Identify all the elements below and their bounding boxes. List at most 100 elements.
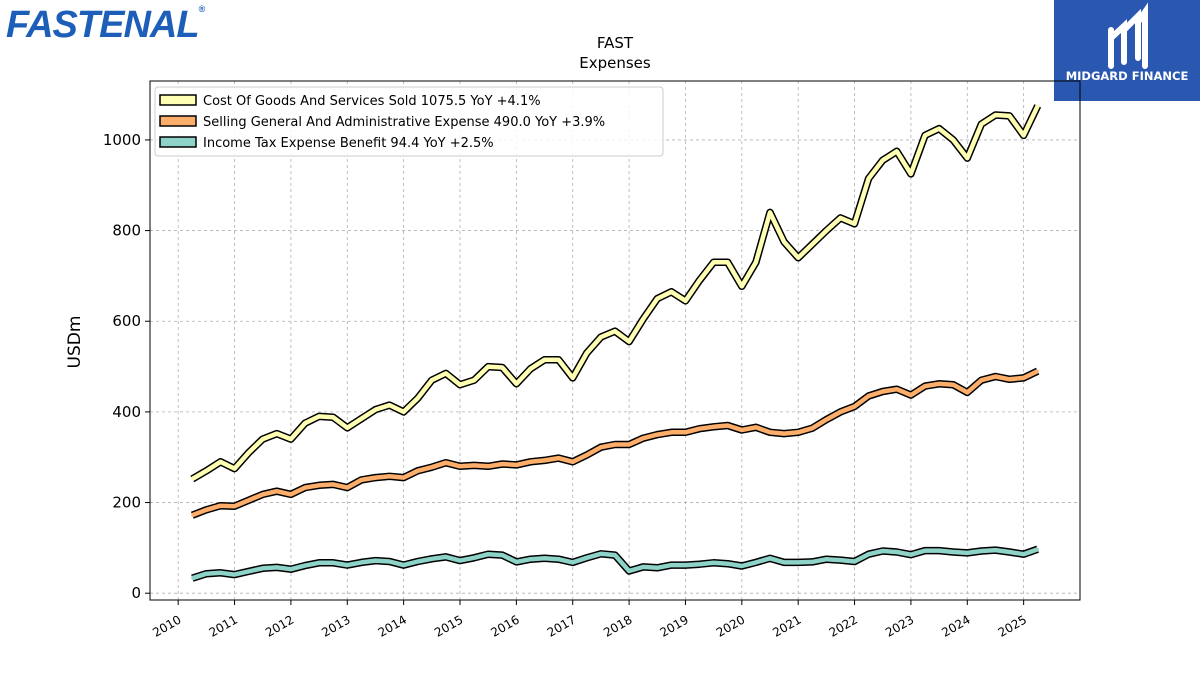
data-point <box>712 561 715 564</box>
data-point <box>712 425 715 428</box>
data-point <box>1036 104 1039 108</box>
data-point <box>627 569 631 573</box>
data-point <box>557 358 560 361</box>
data-point <box>346 426 349 429</box>
data-point <box>317 415 321 418</box>
data-point <box>487 465 490 468</box>
data-point <box>557 558 560 561</box>
data-point <box>980 379 983 382</box>
data-point <box>698 427 701 430</box>
data-point <box>585 556 588 559</box>
data-point <box>543 459 546 462</box>
data-point <box>952 383 955 386</box>
data-point <box>247 570 250 573</box>
data-point <box>388 403 391 407</box>
data-point <box>895 550 898 554</box>
data-point <box>458 465 462 468</box>
data-point <box>839 410 842 414</box>
data-point <box>599 335 603 339</box>
data-point <box>768 557 772 560</box>
midgard-brand-text: MIDGARD FINANCE <box>1065 69 1189 83</box>
data-point <box>571 460 574 463</box>
data-point <box>811 427 814 430</box>
data-point <box>585 351 588 355</box>
data-point <box>811 560 814 564</box>
data-point <box>839 558 842 562</box>
data-point <box>1022 376 1025 380</box>
data-point <box>656 433 659 436</box>
data-point <box>994 375 997 378</box>
data-point <box>430 466 433 469</box>
data-point <box>444 461 448 464</box>
x-tick-label: 2013 <box>319 612 352 639</box>
data-point <box>1022 553 1025 556</box>
data-point <box>599 552 603 555</box>
data-point <box>402 563 405 567</box>
data-point <box>487 365 490 368</box>
y-tick-label: 800 <box>112 222 141 240</box>
data-point <box>346 563 349 567</box>
x-tick-label: 2022 <box>827 612 860 639</box>
data-point <box>797 431 800 434</box>
data-point <box>275 490 278 493</box>
data-point <box>332 561 335 564</box>
data-point <box>1008 114 1011 118</box>
data-point <box>966 391 969 394</box>
plot-area-frame <box>149 80 1081 601</box>
data-point <box>642 565 645 569</box>
data-point <box>627 340 631 343</box>
data-point <box>261 437 264 441</box>
data-point <box>937 127 941 130</box>
data-point <box>219 504 222 507</box>
grid <box>150 81 1080 600</box>
data-point <box>1008 550 1011 554</box>
data-point <box>895 150 898 153</box>
data-point <box>599 446 603 449</box>
data-point <box>416 469 419 472</box>
data-point <box>332 483 335 486</box>
data-point <box>768 211 772 214</box>
data-point <box>740 564 743 568</box>
data-point <box>825 418 828 421</box>
data-point <box>1036 369 1039 373</box>
legend-label-2: Income Tax Expense Benefit 94.4 YoY +2.5… <box>203 136 494 151</box>
midgard-emblem-icon <box>1108 2 1148 69</box>
data-point <box>980 549 983 553</box>
x-tick-label: 2023 <box>883 612 916 639</box>
data-point <box>937 549 941 552</box>
data-point <box>346 486 349 489</box>
data-point <box>726 261 729 264</box>
data-point <box>853 405 856 408</box>
y-axis-label: USDm <box>65 316 85 369</box>
data-point <box>289 437 293 441</box>
x-tick-label: 2015 <box>432 612 465 639</box>
data-point <box>472 464 476 467</box>
data-point <box>317 561 321 564</box>
data-point <box>360 561 363 564</box>
legend: Cost Of Goods And Services Sold 1075.5 Y… <box>154 86 664 157</box>
data-point <box>909 172 913 176</box>
data-point <box>501 366 504 369</box>
data-point <box>966 156 969 160</box>
data-point <box>656 297 659 300</box>
x-tick-label: 2012 <box>263 612 296 639</box>
data-point <box>613 443 617 446</box>
chart-title: FAST <box>597 34 634 52</box>
data-point <box>881 390 884 393</box>
x-tick-label: 2011 <box>207 612 240 639</box>
data-point <box>529 558 532 561</box>
data-point <box>797 256 800 259</box>
data-point <box>430 379 433 382</box>
data-point <box>402 410 405 414</box>
data-point <box>994 548 997 552</box>
data-point <box>585 453 588 457</box>
data-point <box>867 177 870 180</box>
legend-swatch-2 <box>159 136 197 148</box>
data-point <box>825 558 828 561</box>
data-point <box>980 122 983 126</box>
data-point <box>205 469 208 472</box>
data-point <box>1022 134 1025 137</box>
data-point <box>782 240 786 244</box>
data-point <box>261 493 264 496</box>
data-point <box>613 330 617 333</box>
